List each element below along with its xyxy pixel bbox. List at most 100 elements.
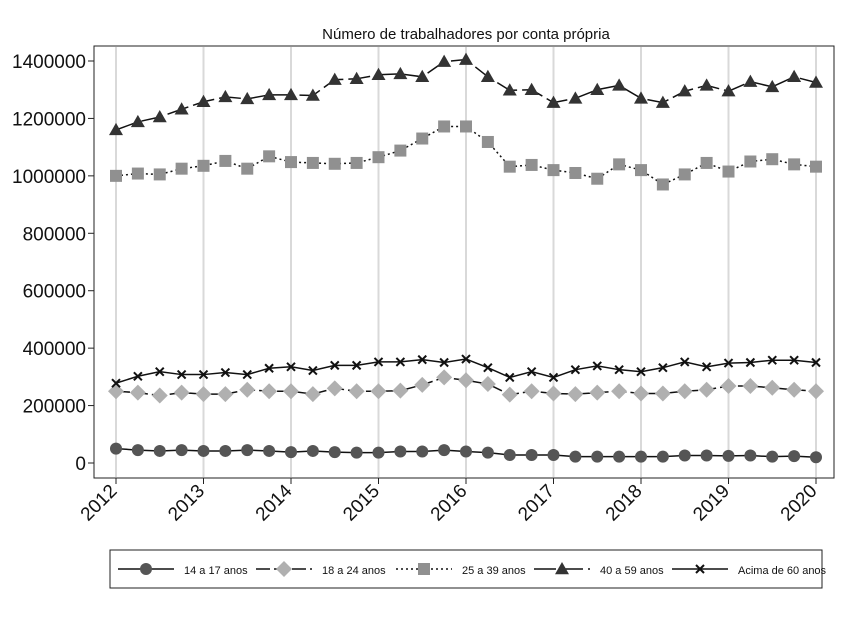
data-point <box>656 450 669 463</box>
data-point <box>481 135 494 148</box>
data-point <box>153 168 166 181</box>
plot-area <box>108 52 824 464</box>
data-point <box>285 446 297 459</box>
data-point <box>263 444 276 457</box>
data-point <box>786 381 803 398</box>
data-point <box>524 82 539 95</box>
data-point <box>503 160 516 173</box>
data-point <box>698 381 715 398</box>
data-point <box>437 54 452 67</box>
data-point <box>306 444 319 457</box>
data-point <box>592 361 602 371</box>
data-point <box>416 132 429 145</box>
data-point <box>809 75 823 88</box>
legend-marker <box>140 563 152 575</box>
data-point <box>306 156 319 169</box>
data-point <box>810 451 822 464</box>
data-point <box>110 169 122 182</box>
data-point <box>654 385 671 402</box>
data-point <box>350 156 363 169</box>
data-point <box>110 442 122 455</box>
data-point <box>129 384 146 401</box>
legend-entry-0: 14 a 17 anos <box>118 563 248 577</box>
data-point <box>175 444 188 457</box>
data-point <box>548 372 559 383</box>
data-point <box>241 444 254 457</box>
data-point <box>701 362 712 372</box>
legend-label: 14 a 17 anos <box>184 565 248 577</box>
data-point <box>438 120 451 133</box>
data-point <box>286 362 296 372</box>
series-4 <box>111 354 821 388</box>
data-point <box>501 386 518 403</box>
data-point <box>111 378 121 388</box>
data-point <box>414 376 431 393</box>
data-point <box>503 448 516 461</box>
data-point <box>264 363 274 373</box>
data-point <box>636 366 646 377</box>
legend-label: Acima de 60 anos <box>738 565 827 577</box>
data-point <box>547 448 560 461</box>
data-point <box>395 357 406 367</box>
data-point <box>767 355 777 365</box>
series-1 <box>108 369 824 404</box>
data-point <box>722 449 735 462</box>
data-point <box>613 158 626 171</box>
legend-marker <box>555 562 569 575</box>
data-point <box>130 114 145 128</box>
data-point <box>568 91 583 104</box>
data-point <box>219 154 232 167</box>
data-point <box>744 155 757 168</box>
data-point <box>330 360 340 371</box>
data-point <box>370 383 387 400</box>
data-point <box>153 444 166 457</box>
series-2 <box>110 120 822 191</box>
data-point <box>589 384 606 401</box>
data-point <box>262 87 277 101</box>
data-point <box>371 67 386 81</box>
data-point <box>328 157 341 170</box>
legend-marker <box>418 563 430 575</box>
data-point <box>613 450 626 463</box>
data-point <box>263 150 276 163</box>
data-point <box>198 369 209 380</box>
data-point <box>722 165 735 178</box>
data-point <box>417 354 427 365</box>
data-point <box>108 383 124 400</box>
data-point <box>766 450 779 463</box>
data-point <box>373 357 384 367</box>
data-point <box>460 445 472 458</box>
data-point <box>261 383 278 400</box>
data-point <box>678 449 691 462</box>
data-point <box>326 380 343 397</box>
data-point <box>242 369 252 380</box>
data-point <box>614 364 624 375</box>
data-point <box>438 444 451 457</box>
data-point <box>570 364 581 375</box>
y-tick-label: 400000 <box>23 339 86 360</box>
legend-label: 18 a 24 anos <box>322 565 386 577</box>
data-point <box>766 153 779 166</box>
data-point <box>700 156 713 169</box>
data-point <box>720 378 737 395</box>
data-point <box>239 381 256 398</box>
data-point <box>680 357 690 367</box>
data-point <box>461 354 471 364</box>
data-point <box>742 378 759 395</box>
data-point <box>567 386 584 403</box>
data-point <box>546 95 561 108</box>
y-tick-label: 1000000 <box>12 167 86 188</box>
series-3 <box>109 52 823 136</box>
data-point <box>677 84 692 97</box>
data-point <box>305 88 320 101</box>
y-tick-label: 800000 <box>23 224 86 245</box>
data-point <box>744 449 757 462</box>
data-point <box>197 444 210 457</box>
data-point <box>764 379 781 396</box>
y-tick-label: 600000 <box>23 282 86 303</box>
data-point <box>459 52 473 65</box>
legend-entry-3: 40 a 59 anos <box>534 562 664 577</box>
data-point <box>699 78 714 91</box>
data-point <box>789 355 799 365</box>
